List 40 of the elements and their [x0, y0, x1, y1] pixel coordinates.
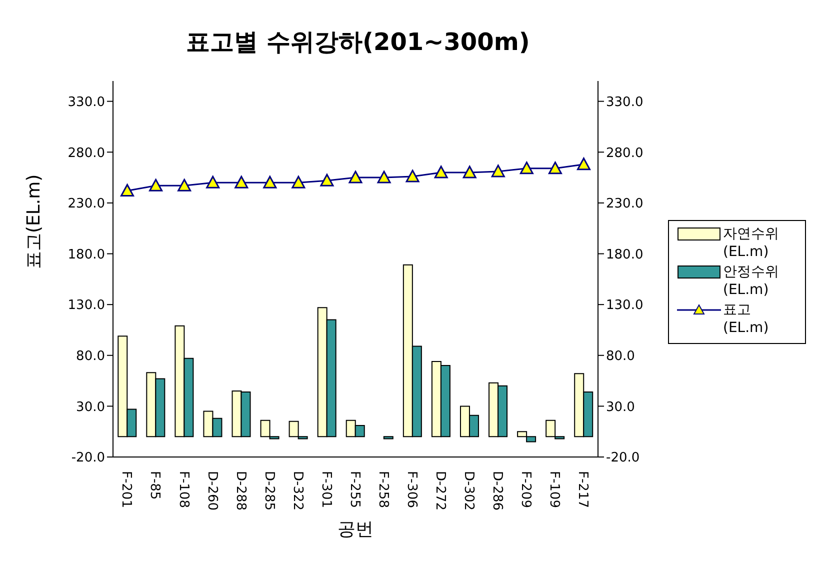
x-tick-label: F-109	[546, 471, 562, 508]
x-tick-label: F-217	[575, 471, 590, 508]
x-tick-label: D-286	[490, 471, 505, 511]
x-tick-label: F-301	[318, 471, 334, 508]
y-tick-label: 180.0	[68, 247, 105, 262]
x-tick-label: D-322	[290, 471, 305, 511]
y2-tick-label: 180.0	[606, 247, 644, 262]
x-tick-label: F-255	[346, 471, 362, 508]
x-tick-label: D-288	[232, 471, 248, 511]
legend-label: 안정수위 (EL.m)	[723, 262, 779, 298]
bar	[383, 436, 394, 440]
y-tick-label: 330.0	[68, 94, 105, 110]
x-tick-label: D-302	[461, 471, 476, 511]
y-tick-label: -20.0	[71, 450, 105, 466]
y2-tick-label: -20.0	[606, 450, 640, 466]
y-tick-label: 230.0	[68, 196, 105, 212]
x-tick-label: D-285	[261, 471, 276, 511]
y2-tick-label: 330.0	[606, 94, 644, 110]
chart-title: 표고별 수위강하(201~300m)	[185, 27, 531, 58]
y-tick-label: 280.0	[68, 146, 105, 161]
x-tick-label: F-201	[118, 471, 134, 508]
y-axis-title: 표고(EL.m)	[23, 174, 44, 269]
y2-tick-label: 130.0	[606, 298, 644, 314]
x-tick-label: D-260	[204, 471, 220, 511]
y-tick-label: 30.0	[76, 400, 105, 415]
x-tick-label: F-209	[518, 471, 534, 508]
legend-label: 표고 (EL.m)	[723, 300, 769, 336]
x-tick-label: D-272	[432, 471, 448, 511]
y-tick-label: 80.0	[76, 348, 105, 364]
x-axis-title: 공번	[338, 519, 374, 540]
x-tick-label: F-258	[375, 471, 390, 508]
x-tick-label: F-306	[404, 471, 420, 508]
legend-label: 자연수위 (EL.m)	[723, 224, 779, 260]
y2-tick-label: 80.0	[606, 348, 635, 364]
x-tick-label: F-85	[147, 471, 162, 500]
y2-tick-label: 30.0	[606, 400, 635, 415]
y-tick-label: 130.0	[68, 298, 105, 314]
x-tick-label: F-108	[176, 471, 191, 508]
y2-tick-label: 230.0	[606, 196, 644, 212]
y2-tick-label: 280.0	[606, 146, 644, 161]
